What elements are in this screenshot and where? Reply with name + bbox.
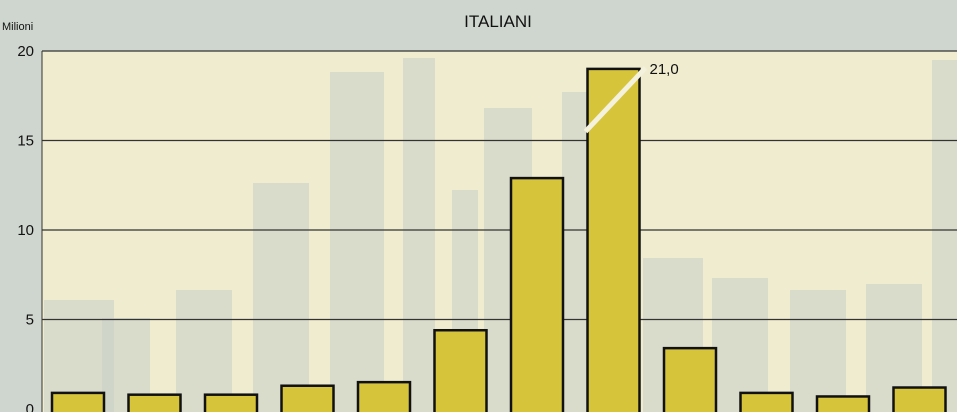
data-label-max: 21,0 bbox=[650, 61, 679, 78]
y-tick-label: 10 bbox=[17, 222, 34, 239]
bar bbox=[586, 67, 641, 412]
bar bbox=[356, 380, 412, 412]
gridlines bbox=[41, 50, 957, 412]
bar bbox=[280, 384, 335, 412]
bar bbox=[127, 393, 182, 412]
bar bbox=[892, 386, 947, 412]
y-axis-ticks: 0 5 10 15 20 bbox=[17, 43, 34, 412]
bar bbox=[662, 346, 718, 412]
bar bbox=[50, 391, 106, 412]
bar bbox=[509, 176, 565, 412]
ghost-bar bbox=[330, 72, 384, 412]
annotations: 21,0 bbox=[583, 61, 679, 134]
chart-title: ITALIANI bbox=[464, 12, 532, 31]
ghost-bar bbox=[932, 60, 957, 412]
ghost-bar bbox=[176, 290, 232, 412]
y-tick-label: 20 bbox=[17, 43, 34, 60]
y-tick-label: 5 bbox=[26, 312, 34, 329]
background-ghost-bars bbox=[44, 58, 957, 412]
bar bbox=[203, 393, 259, 412]
y-tick-label: 0 bbox=[26, 401, 34, 412]
ghost-bar bbox=[253, 183, 309, 412]
y-tick-label: 15 bbox=[17, 133, 34, 150]
bar bbox=[815, 395, 871, 412]
ghost-bar bbox=[790, 290, 846, 412]
bar bbox=[739, 391, 794, 412]
bars bbox=[50, 67, 947, 412]
axis-break-mark bbox=[583, 66, 648, 134]
y-axis-unit-label: Milioni bbox=[2, 21, 33, 33]
bar bbox=[433, 328, 488, 412]
ghost-bar bbox=[712, 278, 768, 412]
ghost-bar bbox=[403, 58, 435, 412]
ghost-bar bbox=[562, 92, 590, 412]
